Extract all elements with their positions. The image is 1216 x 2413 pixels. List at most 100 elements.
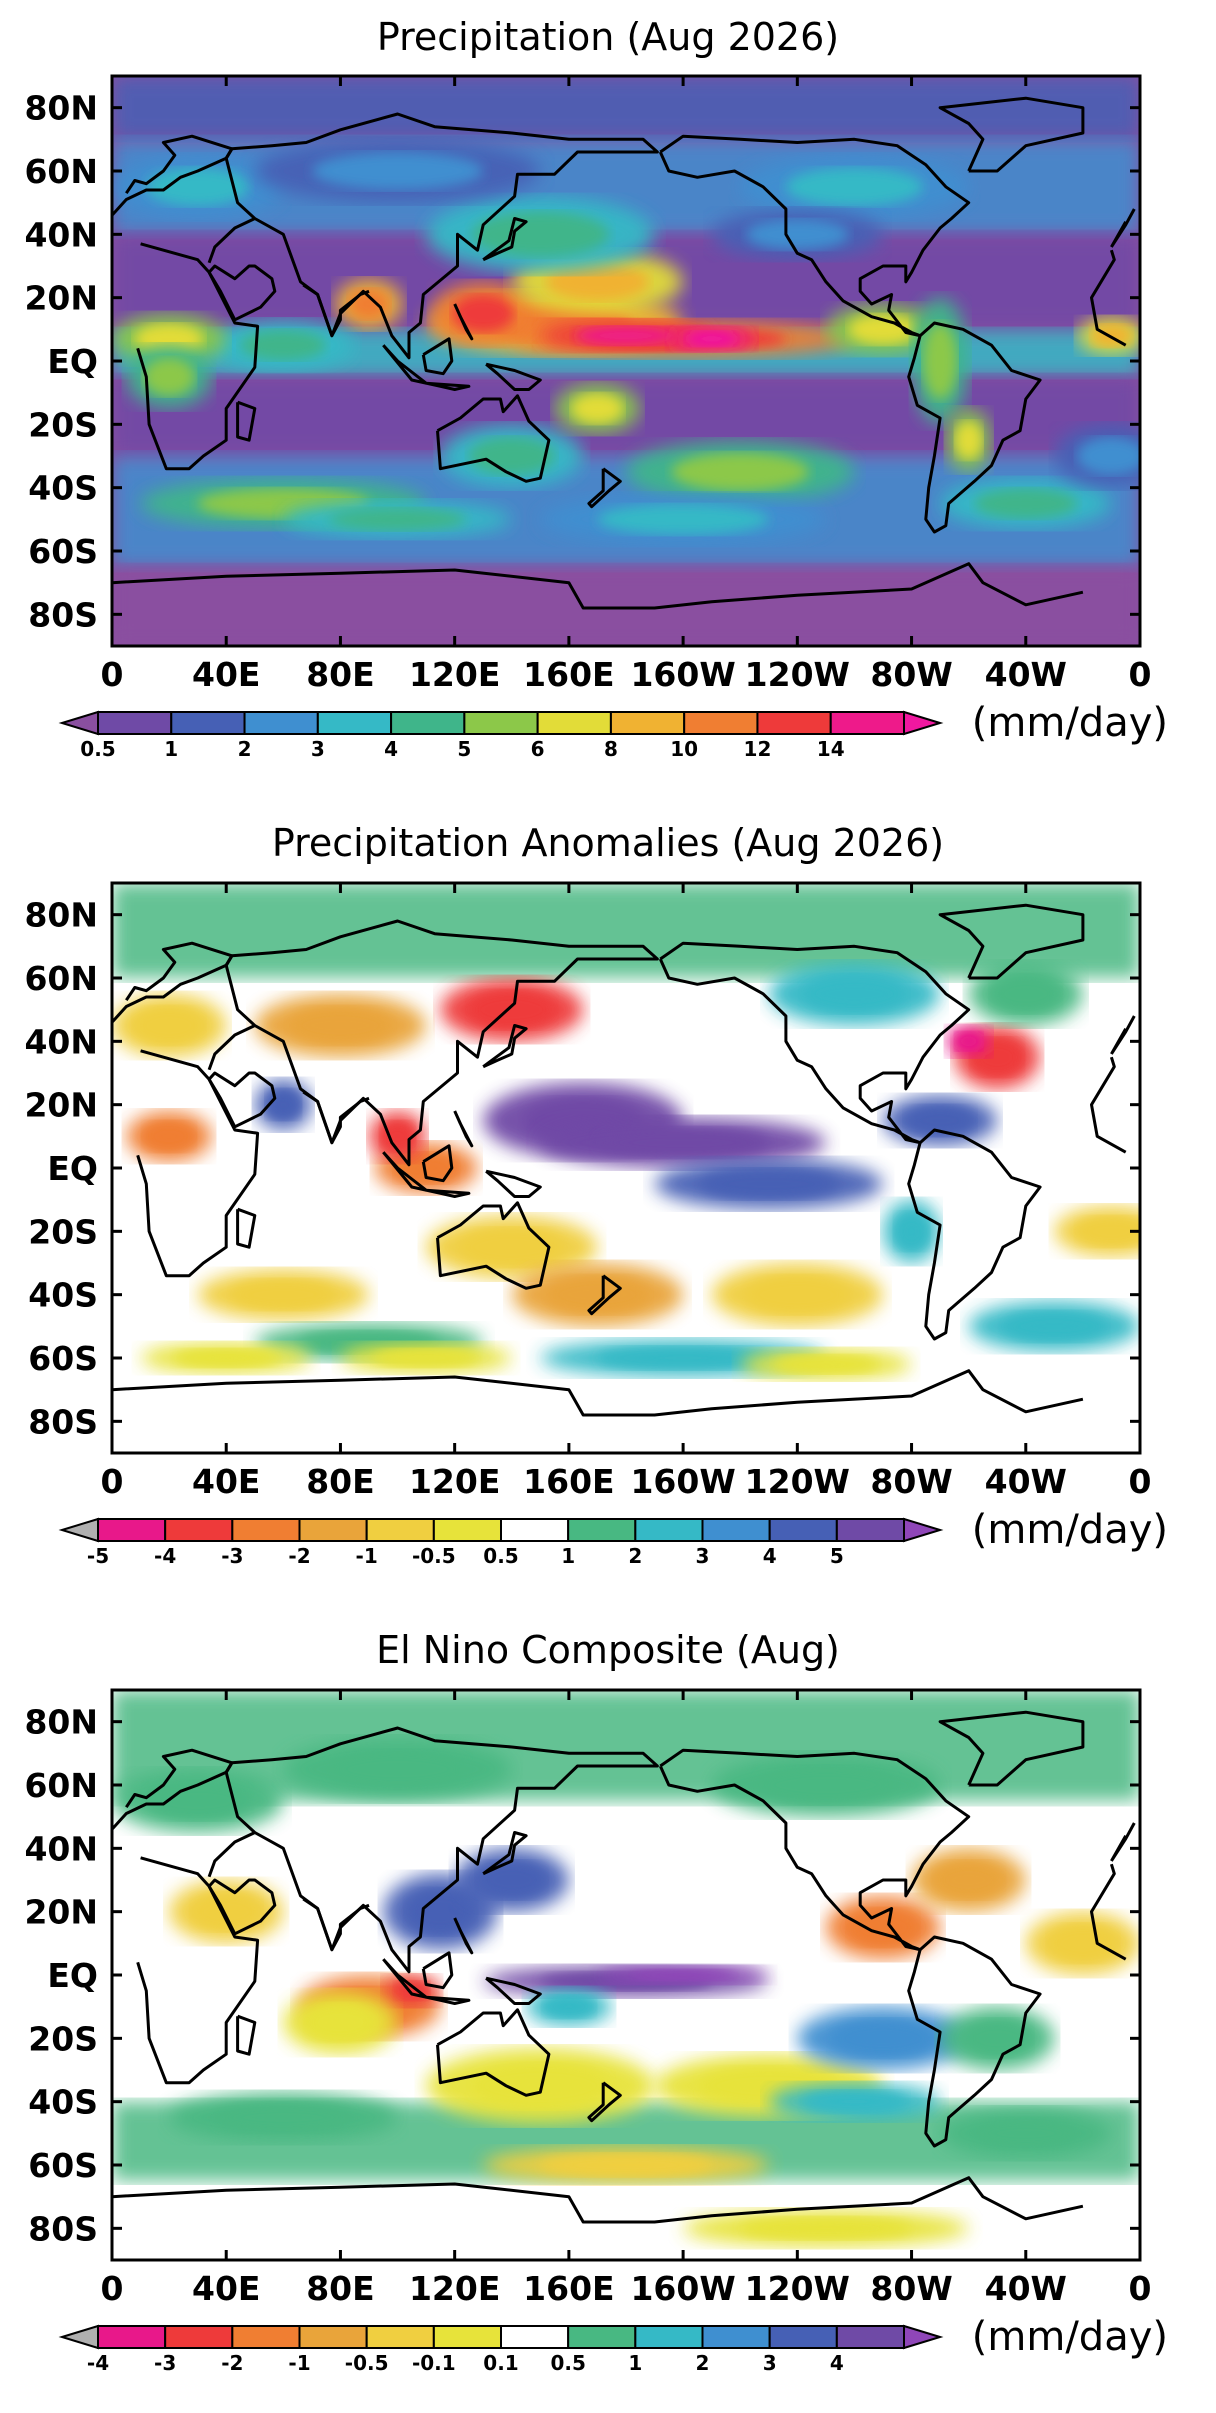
coastline [453, 1110, 474, 1148]
x-tick-label: 0 [101, 1462, 124, 1501]
precip-contour [894, 1212, 929, 1251]
coastline [485, 362, 542, 391]
coastline [482, 217, 528, 262]
map-field [112, 76, 1140, 646]
precip-contour [1048, 1924, 1118, 1963]
precip-contour [191, 1892, 261, 1931]
y-tick-label: 80N [24, 89, 98, 128]
coastline [482, 1831, 528, 1876]
colorbar-label: 1 [561, 1544, 575, 1568]
coastline [907, 321, 1042, 534]
colorbar-swatch [390, 711, 466, 735]
y-tick-label: 80N [24, 1703, 98, 1742]
panel-anomaly: Precipitation Anomalies (Aug 2026) 80N 60N… [24, 821, 1168, 1568]
y-tick-label: 60S [28, 2146, 98, 2185]
colorbar-swatch [567, 1518, 637, 1542]
precip-contour [374, 1348, 478, 1368]
precip-contour [174, 1348, 278, 1368]
colorbar-swatch [835, 1518, 905, 1542]
x-tick-label: 40W [985, 655, 1067, 694]
precip-contour [146, 1781, 250, 1820]
colorbar-swatch [298, 1518, 368, 1542]
panel-title: Precipitation Anomalies (Aug 2026) [272, 821, 944, 865]
colorbar-label: -1 [356, 1544, 378, 1568]
field-band [112, 883, 1140, 978]
y-tick-label: 60S [28, 532, 98, 571]
panel-composite: El Nino Composite (Aug) 80N 60N 40N 20N EQ 20S… [24, 1628, 1168, 2375]
colorbar-label: 1 [628, 2351, 642, 2375]
colorbar-swatch [634, 1518, 704, 1542]
coastline [302, 283, 370, 338]
field-band [112, 2212, 1140, 2260]
precip-contour [1077, 437, 1140, 475]
precip-contour [745, 1275, 849, 1314]
colorbar-arrow-right [903, 2324, 944, 2350]
coastline [485, 1976, 542, 2005]
colorbar-label: -3 [154, 2351, 176, 2375]
x-tick-label: 120W [745, 1462, 850, 1501]
y-tick-label: 20S [28, 1212, 98, 1251]
colorbar-label: -5 [87, 1544, 109, 1568]
colorbar-swatch [609, 711, 686, 735]
precip-contour [266, 1089, 301, 1120]
y-tick-label: 60S [28, 1339, 98, 1378]
x-tick-label: 120W [745, 655, 850, 694]
y-tick-label: 60N [24, 959, 98, 998]
colorbar-swatch [432, 1518, 503, 1542]
colorbar-label: 3 [696, 1544, 710, 1568]
x-tick-label: 160E [523, 2269, 614, 2308]
colorbar-label: 3 [763, 2351, 777, 2375]
precip-contour [700, 1168, 838, 1200]
y-tick-label: 60N [24, 152, 98, 191]
colorbar-swatch [231, 2325, 301, 2349]
y-tick-label: 80S [28, 2209, 98, 2248]
panel-title: Precipitation (Aug 2026) [377, 15, 839, 59]
colorbar: 0.5 1 2 3 4 5 6 8 10 12 14 [58, 710, 944, 761]
precip-contour [471, 211, 609, 258]
panel-title: El Nino Composite (Aug) [376, 1628, 840, 1672]
precip-contour [231, 1279, 335, 1310]
x-tick-label: 160W [630, 1462, 735, 1501]
precip-contour [974, 488, 1078, 519]
precip-contour [134, 1006, 204, 1045]
colorbar-swatch [768, 2325, 838, 2349]
coastlines [112, 1710, 1136, 2224]
colorbar-label: -2 [288, 1544, 310, 1568]
coastline [436, 394, 551, 483]
colorbar-arrow-left [58, 710, 99, 736]
coastline [382, 344, 471, 391]
colorbar-swatch [701, 1518, 771, 1542]
colorbar-label: 4 [763, 1544, 777, 1568]
y-tick-label: EQ [47, 1956, 98, 1995]
precip-contour [214, 2102, 352, 2133]
coastline [302, 1090, 370, 1145]
colorbar-label: -1 [288, 2351, 310, 2375]
colorbar-swatch [97, 2325, 167, 2349]
precip-contour [546, 1275, 649, 1314]
precip-contour [543, 1995, 595, 2019]
precip-contour [745, 219, 849, 250]
precip-contour [934, 1861, 1003, 1899]
colorbar-label: 0.5 [483, 1544, 518, 1568]
precip-contour [954, 1031, 983, 1051]
colorbar-swatch [463, 711, 539, 735]
colorbar-label: 1 [164, 737, 178, 761]
colorbar-label: 10 [670, 737, 698, 761]
coastline [436, 1201, 551, 1290]
units-label: (mm/day) [972, 1507, 1168, 1553]
colorbar-label: 2 [238, 737, 252, 761]
precip-contour [240, 329, 327, 361]
colorbar-label: 3 [311, 737, 325, 761]
x-tick-label: 40E [192, 2269, 260, 2308]
x-tick-label: 80W [870, 655, 952, 694]
field-band [112, 76, 1140, 140]
precip-contour [631, 1969, 735, 1981]
precip-contour [329, 507, 467, 531]
colorbar-swatch [500, 2325, 570, 2349]
colorbar-swatch [243, 711, 319, 735]
coastline [112, 1369, 1084, 1417]
colorbar-label: 0.1 [483, 2351, 518, 2375]
x-tick-label: 160W [630, 2269, 735, 2308]
x-tick-label: 80W [870, 1462, 952, 1501]
y-tick-label: 40S [28, 1276, 98, 1315]
